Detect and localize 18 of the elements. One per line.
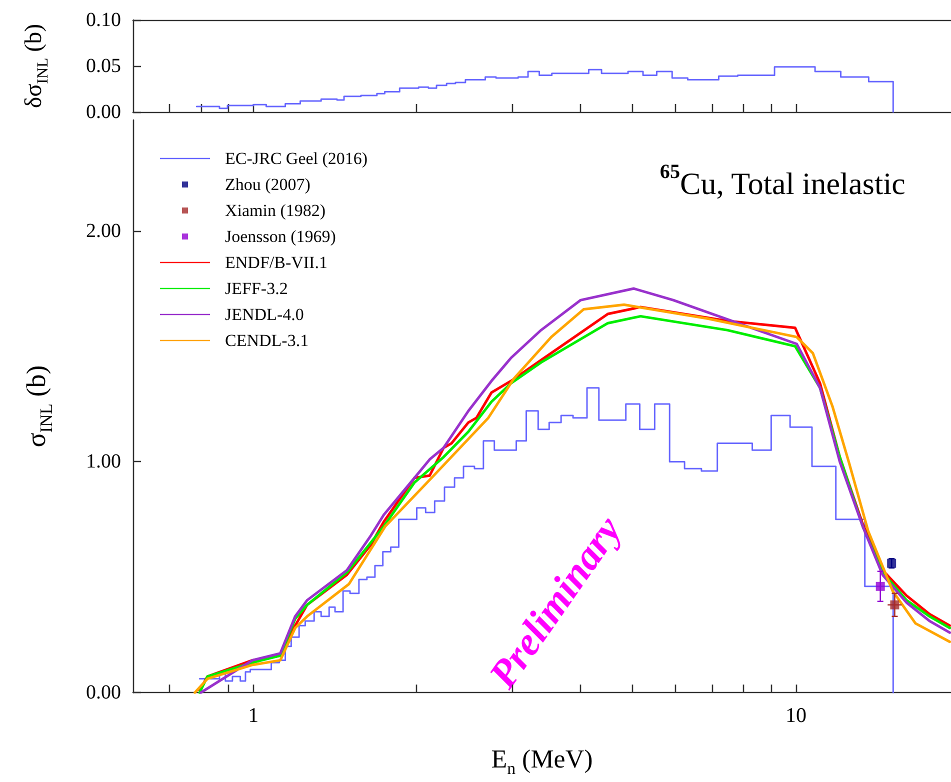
y-tick-label: 0.00 <box>86 101 121 123</box>
legend-label: Xiamin (1982) <box>225 201 326 220</box>
x-tick-label: 1 <box>248 703 259 728</box>
legend-label: Zhou (2007) <box>225 175 310 194</box>
y-tick-label: 0.00 <box>86 682 121 704</box>
y-axis-title: δσINL (b) <box>21 24 52 108</box>
y-tick-label: 0.05 <box>86 55 121 77</box>
y-tick-label: 1.00 <box>86 450 121 473</box>
legend-label: EC-JRC Geel (2016) <box>225 149 368 168</box>
x-tick-label: 10 <box>786 703 807 728</box>
y-tick-label: 0.10 <box>86 9 121 31</box>
y-axis-title: σINL (b) <box>21 365 56 448</box>
legend-label: Joensson (1969) <box>225 227 336 246</box>
legend-label: JENDL-4.0 <box>225 305 304 324</box>
legend-label: ENDF/B-VII.1 <box>225 253 328 272</box>
legend-label: JEFF-3.2 <box>225 279 288 298</box>
legend-label: CENDL-3.1 <box>225 331 309 350</box>
y-tick-label: 2.00 <box>86 220 121 242</box>
